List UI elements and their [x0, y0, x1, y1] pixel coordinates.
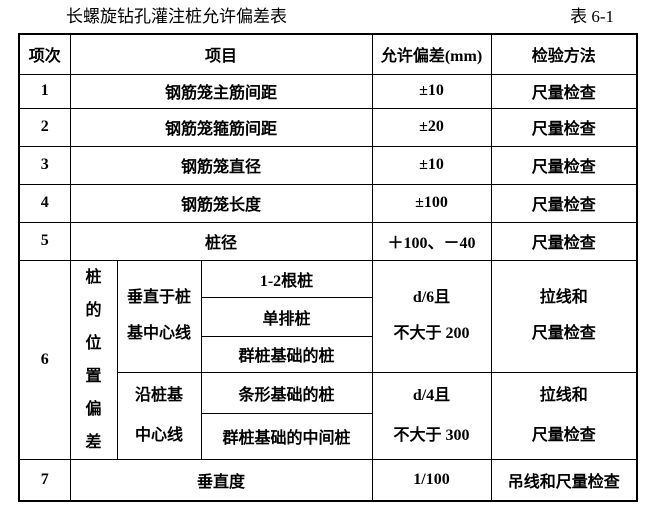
header-item-no: 项次 [18, 33, 71, 75]
cell-item-no: 5 [18, 221, 71, 261]
header-method: 检验方法 [490, 33, 638, 75]
cell-deviation: ±100 [371, 183, 492, 223]
table-label: 表 6-1 [570, 7, 614, 26]
title-row: 长螺旋钻孔灌注桩允许偏差表 表 6-1 [18, 5, 636, 33]
cell-item: 垂直度 [69, 458, 373, 502]
category-vertical-text: 桩的位置偏差 [85, 268, 102, 451]
table-row: 群桩基础的桩 [19, 335, 637, 373]
cell-deviation: d/4且 不大于 300 [371, 371, 492, 460]
cell-sub-item: 1-2根桩 [200, 259, 373, 298]
cell-deviation: 1/100 [371, 458, 492, 502]
cell-method: 尺量检查 [490, 221, 638, 261]
subgroup-label-line2: 基中心线 [126, 325, 191, 342]
deviation-line1: d/6且 [412, 289, 451, 306]
cell-item: 钢筋笼主筋间距 [69, 73, 373, 109]
table-row: 群桩基础的中间桩 [19, 412, 637, 460]
deviation-line1: d/4且 [412, 386, 451, 404]
cell-sub-item: 单排桩 [200, 296, 373, 337]
table-row: 4 钢筋笼长度 ±100 尺量检查 [18, 183, 638, 223]
cell-item-no: 1 [18, 73, 71, 109]
subgroup-label-line1: 沿桩基 [134, 386, 183, 404]
cell-sub-item: 群桩基础的桩 [200, 335, 373, 373]
page-title: 长螺旋钻孔灌注桩允许偏差表 [66, 7, 287, 26]
cell-item: 钢筋笼箍筋间距 [69, 107, 373, 147]
cell-item: 桩径 [69, 221, 373, 261]
method-line2: 尺量检查 [531, 426, 596, 444]
method-line2: 尺量检查 [531, 325, 596, 342]
method-line1: 拉线和 [539, 289, 588, 306]
table-row: 3 钢筋笼直径 ±10 尺量检查 [18, 145, 638, 185]
cell-method: 拉线和 尺量检查 [490, 259, 638, 373]
subgroup-label-line2: 中心线 [134, 426, 183, 444]
cell-item-no: 3 [18, 145, 71, 185]
deviation-line2: 不大于 300 [393, 426, 470, 444]
table-row: 2 钢筋笼箍筋间距 ±20 尺量检查 [18, 107, 638, 147]
cell-deviation: d/6且 不大于 200 [371, 259, 492, 373]
deviation-line2: 不大于 200 [393, 325, 470, 342]
cell-deviation: ±20 [371, 107, 492, 147]
cell-method: 尺量检查 [490, 73, 638, 109]
deviation-table: 项次 项目 允许偏差(mm) 检验方法 1 钢筋笼主筋间距 ±10 尺量检查 2… [18, 33, 639, 502]
table-row: 5 桩径 ＋100、－40 尺量检查 [18, 221, 638, 261]
cell-subgroup-perpendicular: 垂直于桩 基中心线 [116, 259, 202, 373]
cell-deviation: ±10 [371, 145, 492, 185]
subgroup-label-line1: 垂直于桩 [126, 289, 191, 306]
method-line1: 拉线和 [539, 386, 588, 404]
table-header-row: 项次 项目 允许偏差(mm) 检验方法 [18, 33, 638, 75]
cell-method: 尺量检查 [490, 107, 638, 147]
cell-sub-item: 群桩基础的中间桩 [200, 412, 373, 460]
cell-item: 钢筋笼直径 [69, 145, 373, 185]
cell-item-no: 4 [18, 183, 71, 223]
cell-item-no: 2 [18, 107, 71, 147]
cell-method: 尺量检查 [490, 183, 638, 223]
header-item: 项目 [69, 33, 373, 75]
cell-method: 尺量检查 [490, 145, 638, 185]
cell-subgroup-along: 沿桩基 中心线 [116, 371, 202, 460]
cell-deviation: ＋100、－40 [371, 221, 492, 261]
cell-item: 钢筋笼长度 [69, 183, 373, 223]
cell-item-no: 6 [18, 259, 71, 460]
table-row: 1 钢筋笼主筋间距 ±10 尺量检查 [18, 73, 638, 109]
cell-deviation: ±10 [371, 73, 492, 109]
cell-category-vertical: 桩的位置偏差 [69, 259, 118, 460]
cell-method: 拉线和 尺量检查 [490, 371, 638, 460]
header-deviation: 允许偏差(mm) [371, 33, 492, 75]
table-row: 单排桩 [19, 296, 637, 337]
table-row: 6 桩的位置偏差 垂直于桩 基中心线 1-2根桩 d/6且 不大于 200 拉线… [18, 259, 638, 460]
cell-item-no: 7 [18, 458, 71, 502]
cell-sub-item: 条形基础的桩 [200, 371, 373, 414]
table-row: 7 垂直度 1/100 吊线和尺量检查 [18, 458, 638, 502]
cell-method: 吊线和尺量检查 [490, 458, 638, 502]
